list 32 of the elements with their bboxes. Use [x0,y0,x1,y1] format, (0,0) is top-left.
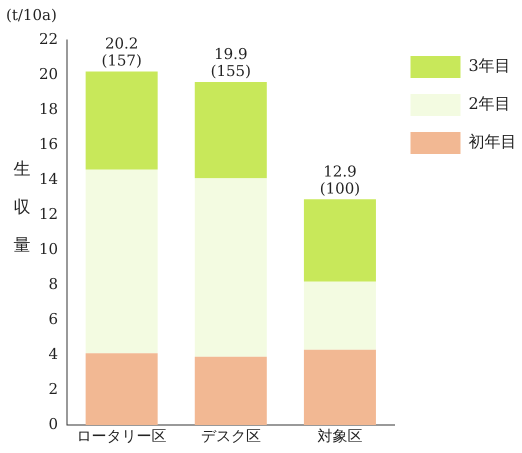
y-tick-label: 14 [38,170,58,188]
y-tick-label: 0 [48,414,58,433]
bar [304,350,376,425]
x-tick-label: ロータリー区 [76,426,167,445]
y-tick-label: 12 [38,204,58,223]
y-tick-label: 6 [48,310,58,328]
total-label: 20.2 (157) [101,34,142,70]
total-label: 19.9 (155) [210,45,251,80]
y-tick-label: 18 [38,100,58,118]
y-tick-label: 8 [48,274,58,293]
legend-label: 3年目 [468,56,511,76]
y-tick-label: 16 [38,134,58,153]
y-tick-label: 22 [38,30,58,48]
y-tick-label: 20 [38,64,58,83]
bar [304,282,376,350]
bar [194,356,267,425]
bar [86,170,158,354]
y-tick-label: 2 [48,380,58,398]
text: (t/10a) [6,6,57,24]
y-tick-label: 10 [38,240,58,258]
x-tick-label: デスク区 [200,426,261,445]
bar [86,72,158,170]
y-tick-label: 4 [48,344,58,363]
total-label: 12.9 (100) [320,162,360,198]
bar [86,353,158,425]
bar [194,82,267,178]
legend-label: 2年目 [468,94,511,114]
x-tick-label: 対象区 [317,426,362,445]
bar [304,199,376,282]
y-axis-title: 生収量 [14,160,30,256]
bar [194,178,267,357]
legend-label: 初年目 [468,132,516,152]
